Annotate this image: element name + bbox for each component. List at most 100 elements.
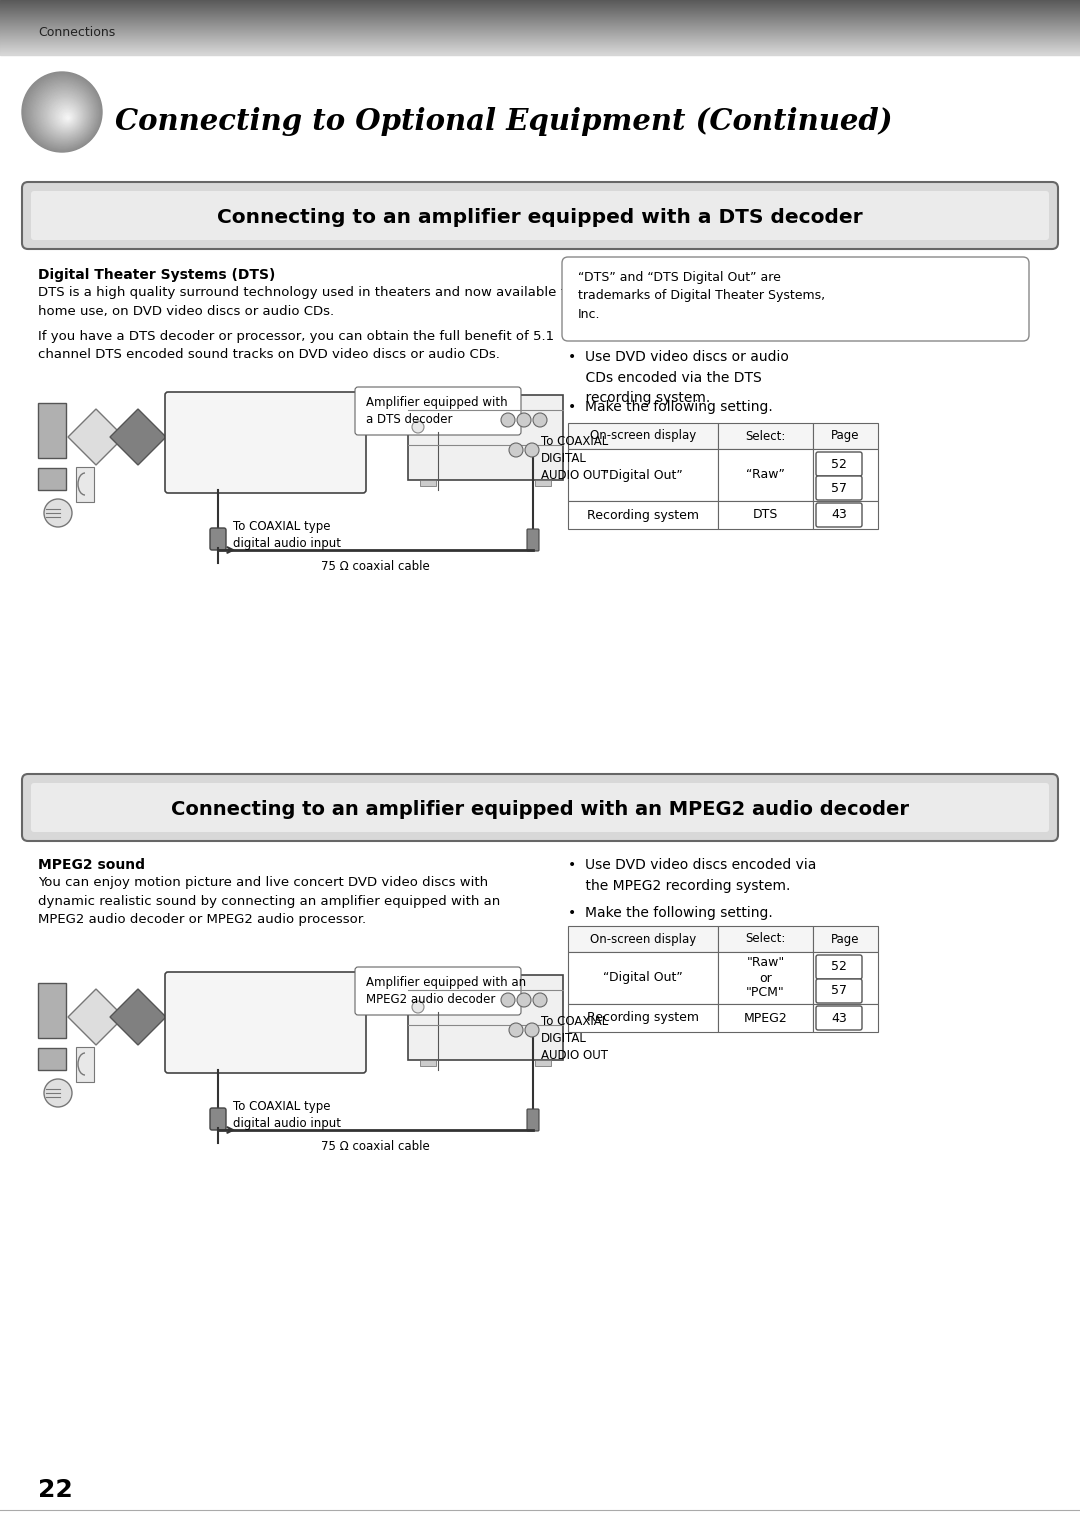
Circle shape bbox=[36, 85, 92, 142]
Bar bbox=[568, 449, 718, 501]
Text: Amplifier equipped with an
MPEG2 audio decoder: Amplifier equipped with an MPEG2 audio d… bbox=[366, 977, 526, 1006]
Circle shape bbox=[49, 99, 82, 133]
FancyBboxPatch shape bbox=[527, 1109, 539, 1131]
FancyBboxPatch shape bbox=[22, 774, 1058, 841]
Circle shape bbox=[411, 421, 424, 433]
Text: “DTS” and “DTS Digital Out” are
trademarks of Digital Theater Systems,
Inc.: “DTS” and “DTS Digital Out” are trademar… bbox=[578, 272, 825, 320]
Circle shape bbox=[501, 993, 515, 1007]
Circle shape bbox=[55, 105, 78, 127]
Text: To COAXIAL
DIGITAL
AUDIO OUT: To COAXIAL DIGITAL AUDIO OUT bbox=[541, 1015, 608, 1062]
Circle shape bbox=[57, 108, 76, 125]
Bar bbox=[408, 975, 563, 1061]
Bar bbox=[420, 1061, 436, 1067]
Text: Select:: Select: bbox=[745, 429, 785, 443]
Text: “Raw”: “Raw” bbox=[746, 468, 785, 482]
Circle shape bbox=[48, 98, 83, 133]
Text: Page: Page bbox=[832, 932, 860, 946]
Text: 43: 43 bbox=[832, 508, 847, 522]
Bar bbox=[718, 501, 813, 530]
Circle shape bbox=[51, 101, 81, 131]
Bar bbox=[718, 926, 813, 952]
Circle shape bbox=[525, 443, 539, 456]
Text: •  Use DVD video discs or audio
    CDs encoded via the DTS
    recording system: • Use DVD video discs or audio CDs encod… bbox=[568, 349, 788, 406]
FancyBboxPatch shape bbox=[816, 504, 862, 526]
Text: 57: 57 bbox=[831, 984, 847, 998]
Circle shape bbox=[26, 75, 99, 150]
Bar bbox=[813, 423, 878, 449]
Text: 75 Ω coaxial cable: 75 Ω coaxial cable bbox=[321, 560, 430, 572]
Text: On-screen display: On-screen display bbox=[590, 932, 697, 946]
Text: DTS is a high quality surround technology used in theaters and now available for: DTS is a high quality surround technolog… bbox=[38, 285, 579, 317]
Text: Page: Page bbox=[832, 429, 860, 443]
FancyBboxPatch shape bbox=[816, 452, 862, 476]
Text: To COAXIAL type
digital audio input: To COAXIAL type digital audio input bbox=[233, 1100, 341, 1129]
Circle shape bbox=[31, 81, 95, 145]
Circle shape bbox=[501, 414, 515, 427]
Circle shape bbox=[24, 75, 100, 150]
Bar bbox=[420, 481, 436, 485]
Polygon shape bbox=[110, 989, 166, 1045]
Text: Select:: Select: bbox=[745, 932, 785, 946]
Bar bbox=[813, 501, 878, 530]
Text: You can enjoy motion picture and live concert DVD video discs with
dynamic reali: You can enjoy motion picture and live co… bbox=[38, 876, 500, 926]
Bar bbox=[718, 449, 813, 501]
FancyBboxPatch shape bbox=[31, 783, 1049, 832]
Circle shape bbox=[43, 93, 86, 137]
Circle shape bbox=[517, 993, 531, 1007]
Circle shape bbox=[38, 89, 90, 140]
Bar bbox=[813, 952, 878, 1004]
Text: If you have a DTS decoder or processor, you can obtain the full benefit of 5.1
c: If you have a DTS decoder or processor, … bbox=[38, 330, 554, 362]
FancyBboxPatch shape bbox=[527, 530, 539, 551]
Circle shape bbox=[58, 108, 75, 125]
Circle shape bbox=[32, 82, 94, 145]
FancyBboxPatch shape bbox=[210, 1108, 226, 1129]
Circle shape bbox=[44, 1079, 72, 1106]
Circle shape bbox=[60, 110, 73, 124]
Circle shape bbox=[62, 111, 73, 124]
Bar bbox=[38, 403, 66, 458]
Circle shape bbox=[54, 104, 78, 128]
Bar bbox=[568, 1004, 718, 1032]
Bar bbox=[813, 1004, 878, 1032]
Text: 75 Ω coaxial cable: 75 Ω coaxial cable bbox=[321, 1140, 430, 1154]
Polygon shape bbox=[68, 989, 124, 1045]
Text: •  Make the following setting.: • Make the following setting. bbox=[568, 400, 773, 414]
Circle shape bbox=[40, 90, 89, 139]
Circle shape bbox=[53, 104, 79, 130]
Bar bbox=[813, 449, 878, 501]
Circle shape bbox=[44, 499, 72, 526]
Circle shape bbox=[37, 87, 91, 140]
FancyBboxPatch shape bbox=[816, 955, 862, 980]
Text: 57: 57 bbox=[831, 482, 847, 494]
Text: Connecting to an amplifier equipped with an MPEG2 audio decoder: Connecting to an amplifier equipped with… bbox=[171, 800, 909, 819]
Circle shape bbox=[44, 95, 85, 136]
Polygon shape bbox=[68, 409, 124, 465]
Text: 52: 52 bbox=[832, 458, 847, 470]
Circle shape bbox=[517, 414, 531, 427]
Circle shape bbox=[22, 72, 102, 153]
FancyBboxPatch shape bbox=[816, 476, 862, 501]
Text: Recording system: Recording system bbox=[588, 1012, 699, 1024]
Text: MPEG2 sound: MPEG2 sound bbox=[38, 858, 145, 871]
Circle shape bbox=[64, 113, 71, 122]
Circle shape bbox=[509, 1022, 523, 1038]
Text: On-screen display: On-screen display bbox=[590, 429, 697, 443]
Text: Connecting to an amplifier equipped with a DTS decoder: Connecting to an amplifier equipped with… bbox=[217, 208, 863, 227]
Bar bbox=[718, 1004, 813, 1032]
FancyBboxPatch shape bbox=[22, 182, 1058, 249]
Circle shape bbox=[50, 99, 82, 131]
Circle shape bbox=[45, 95, 85, 134]
Circle shape bbox=[65, 114, 70, 121]
FancyBboxPatch shape bbox=[355, 967, 521, 1015]
Circle shape bbox=[35, 84, 93, 142]
Text: 52: 52 bbox=[832, 960, 847, 974]
FancyBboxPatch shape bbox=[31, 191, 1049, 240]
Text: 43: 43 bbox=[832, 1012, 847, 1024]
Text: Amplifier equipped with
a DTS decoder: Amplifier equipped with a DTS decoder bbox=[366, 397, 508, 426]
Circle shape bbox=[29, 79, 97, 146]
Text: To COAXIAL
DIGITAL
AUDIO OUT: To COAXIAL DIGITAL AUDIO OUT bbox=[541, 435, 608, 482]
Circle shape bbox=[67, 118, 69, 119]
FancyBboxPatch shape bbox=[355, 388, 521, 435]
Polygon shape bbox=[110, 409, 166, 465]
Text: Connections: Connections bbox=[38, 26, 116, 38]
